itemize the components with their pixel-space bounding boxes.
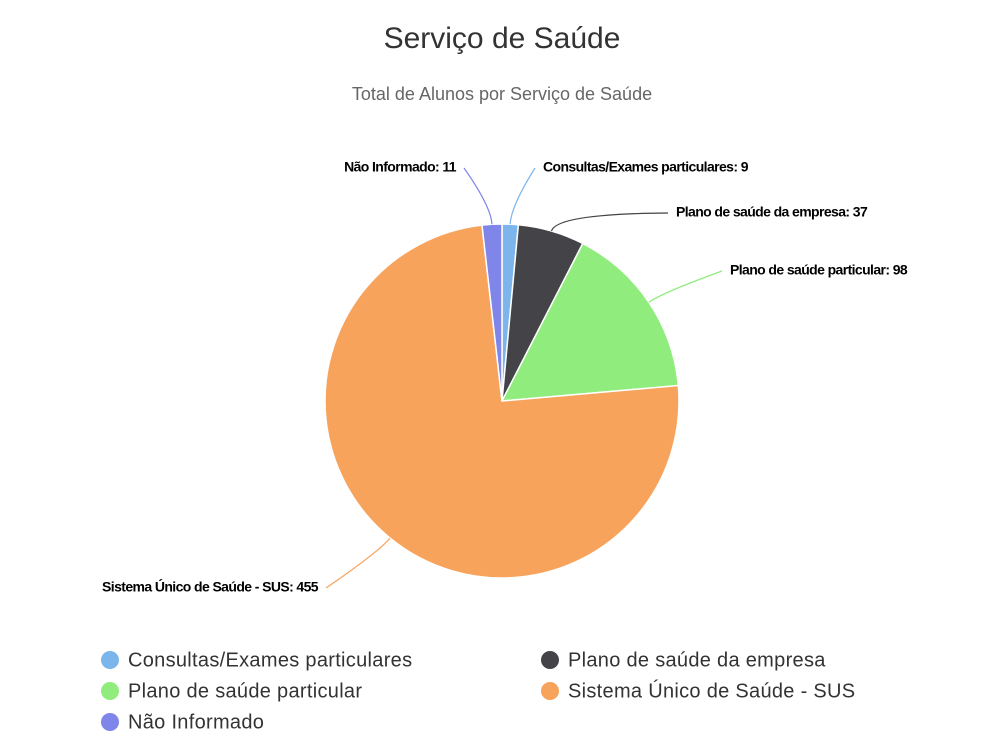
pie-slice (324, 224, 680, 579)
connector (648, 270, 723, 303)
connector (550, 212, 669, 232)
data-label: Plano de saúde da empresa: 37 (676, 204, 868, 220)
data-label: Não Informado: 11 (344, 159, 457, 175)
chart-subtitle: Total de Alunos por Serviço de Saúde (352, 84, 652, 104)
legend-marker (541, 682, 559, 700)
data-label: Plano de saúde particular: 98 (730, 262, 908, 278)
legend-label: Plano de saúde particular (128, 680, 362, 702)
legend-label: Plano de saúde da empresa (568, 649, 826, 671)
pie-slice (481, 223, 503, 402)
legend-label: Consultas/Exames particulares (128, 649, 412, 671)
legend-marker (101, 682, 119, 700)
pie-slice (500, 242, 680, 402)
connector (325, 537, 391, 589)
legend-marker (101, 713, 119, 731)
legend-marker (101, 651, 119, 669)
connector (463, 167, 493, 225)
legend-label: Não Informado (128, 711, 264, 733)
chart-title: Serviço de Saúde (384, 22, 621, 55)
data-label: Sistema Único de Saúde - SUS: 455 (102, 578, 319, 595)
legend-marker (541, 651, 559, 669)
legend-label: Sistema Único de Saúde - SUS (568, 679, 855, 702)
connector (509, 167, 536, 225)
data-label: Consultas/Exames particulares: 9 (543, 159, 749, 175)
